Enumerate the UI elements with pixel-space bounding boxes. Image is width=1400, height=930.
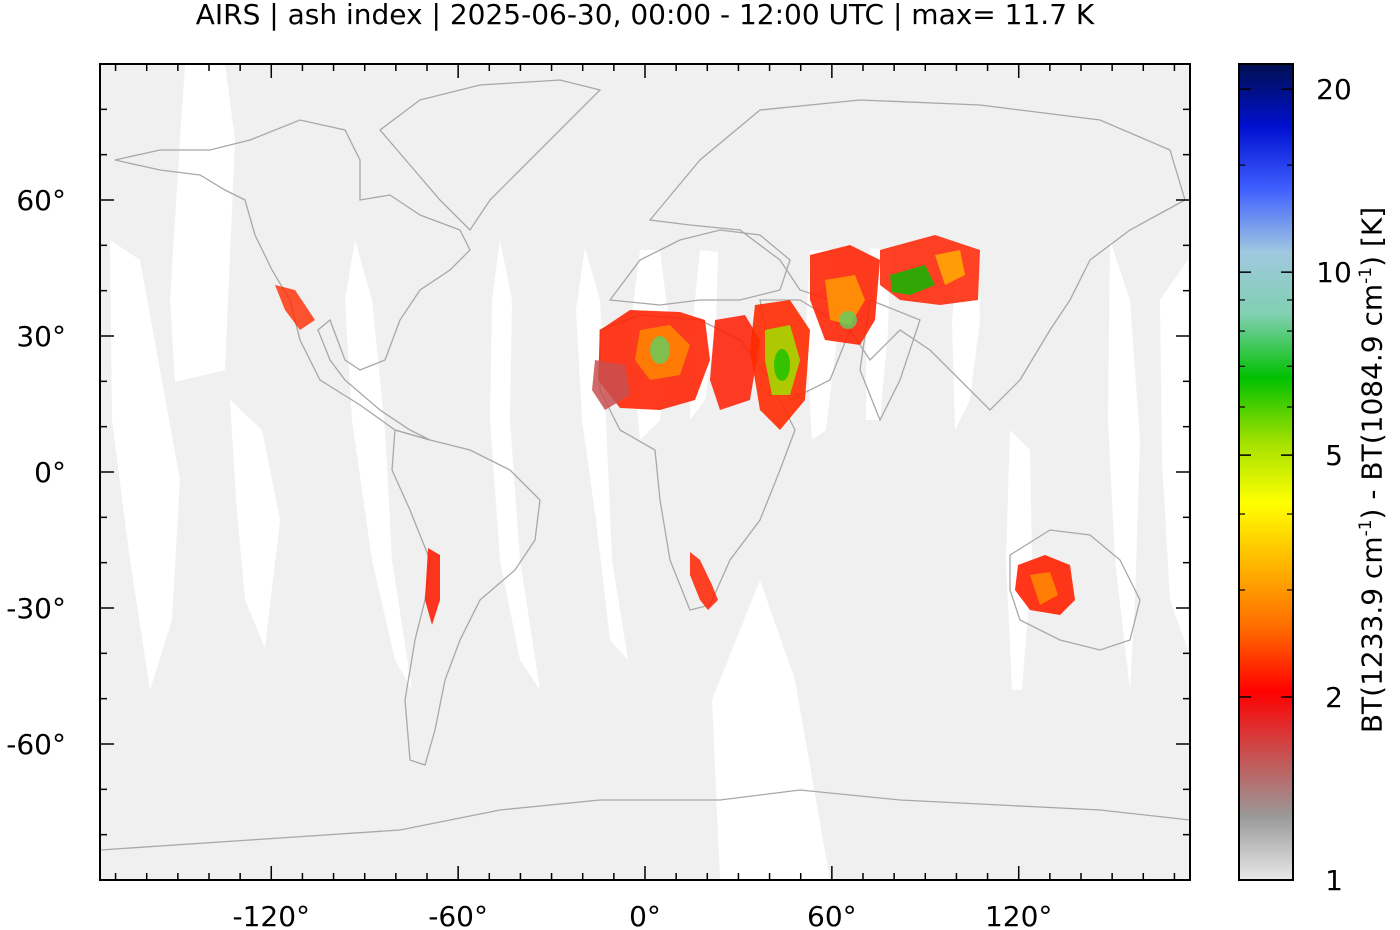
lat-tick-label: -60°	[6, 728, 66, 761]
swath-gap	[345, 240, 412, 690]
lon-tick-label: 0°	[629, 900, 661, 930]
map-title: AIRS | ash index | 2025-06-30, 00:00 - 1…	[195, 0, 1095, 31]
coastline-europe	[608, 229, 791, 306]
colorbar-tick-label: 1	[1325, 864, 1343, 897]
swath-gap	[170, 64, 235, 382]
coastline-eurasia	[648, 99, 1186, 411]
colorbar-tick-label: 2	[1325, 681, 1343, 714]
swath-gap	[1006, 430, 1032, 690]
patch-central-asia	[890, 265, 935, 295]
lat-tick-label: 0°	[34, 456, 66, 489]
patch-north-america	[275, 285, 315, 330]
swath-gap	[490, 240, 540, 690]
swath-gap	[110, 240, 180, 690]
map-ticks	[100, 64, 1190, 880]
swath-gap	[1108, 240, 1140, 690]
patch-north-africa	[650, 336, 670, 364]
map-panel	[100, 64, 1190, 880]
patch-sahara-east	[710, 315, 760, 410]
lat-tick-label: 30°	[16, 320, 66, 353]
coastline-greenland	[379, 79, 602, 232]
colorbar-tick-label: 5	[1325, 439, 1343, 472]
colorbar-tick-label: 10	[1316, 256, 1352, 289]
coastline-antarctica	[100, 789, 1190, 851]
lon-tick-label: -120°	[233, 900, 311, 930]
swath-gap	[576, 248, 628, 660]
patch-southern-africa	[690, 552, 718, 610]
colorbar-tick-label: 20	[1316, 73, 1352, 106]
colorbar-ticks: 1 2 5 10 20	[1239, 73, 1352, 897]
lat-tick-label: -30°	[6, 592, 66, 625]
coastline-australia	[1009, 529, 1141, 651]
colorbar	[1238, 63, 1294, 881]
swath-gap	[230, 400, 280, 648]
swath-gap	[1160, 260, 1188, 650]
patch-australia	[1030, 572, 1058, 605]
lon-tick-label: 60°	[807, 900, 857, 930]
patch-north-africa	[592, 360, 630, 410]
lon-tick-label: -60°	[428, 900, 488, 930]
longitude-tick-labels: -120° -60° 0° 60° 120°	[233, 900, 1053, 930]
patch-central-asia	[935, 250, 965, 285]
map-background	[100, 64, 1190, 880]
latitude-tick-labels: 60° 30° 0° -30° -60°	[6, 184, 66, 761]
patch-andes	[425, 548, 440, 625]
patch-iran	[825, 275, 865, 325]
coastline-india	[859, 299, 921, 422]
patch-iran	[839, 311, 857, 329]
coastline-north-america	[114, 119, 471, 441]
lon-tick-label: 120°	[985, 900, 1052, 930]
patch-red-sea	[774, 349, 790, 381]
ash-index-patches	[275, 235, 1075, 625]
lat-tick-label: 60°	[16, 184, 66, 217]
swath-gap	[712, 580, 830, 880]
